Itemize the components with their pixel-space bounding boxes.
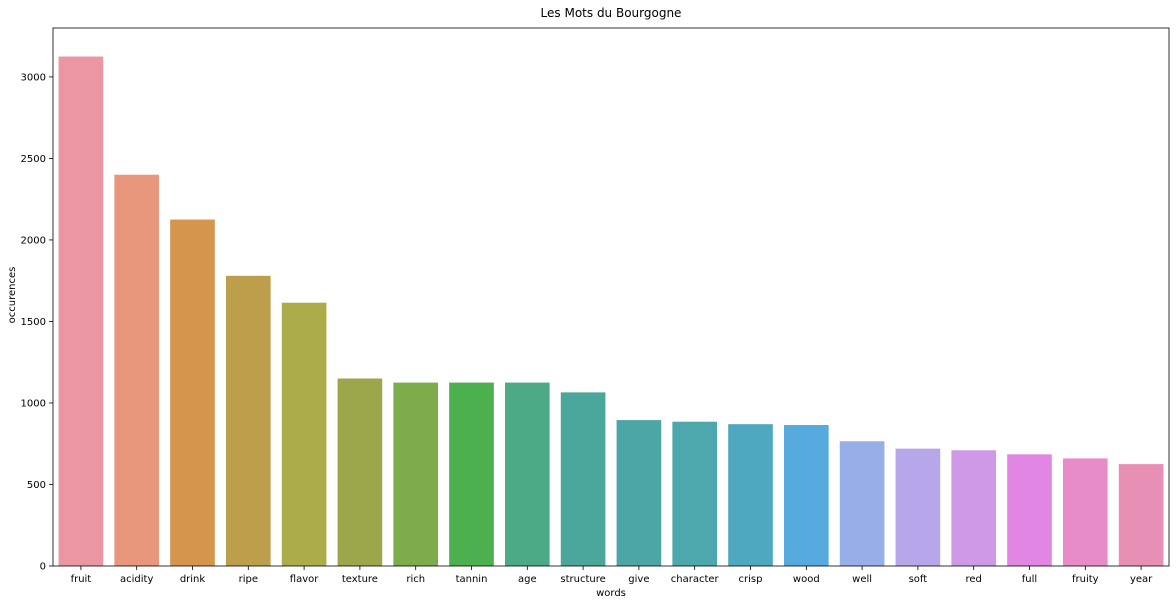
x-tick-label: structure <box>560 574 605 585</box>
y-tick-label: 1000 <box>21 398 46 409</box>
x-tick-label: soft <box>909 574 928 585</box>
bar-red <box>951 450 997 566</box>
bar-structure <box>560 392 606 566</box>
x-tick-label: age <box>518 574 537 585</box>
x-tick-label: tannin <box>456 574 488 585</box>
x-tick-label: fruit <box>71 574 92 585</box>
x-tick-label: texture <box>342 574 378 585</box>
y-tick-label: 500 <box>27 480 46 491</box>
bar-fruit <box>58 56 104 566</box>
bar-full <box>1007 454 1052 566</box>
bar-texture <box>337 378 383 566</box>
x-tick-label: rich <box>406 574 425 585</box>
bar-ripe <box>225 275 271 566</box>
bar-acidity <box>114 174 160 566</box>
y-tick-label: 2000 <box>21 235 46 246</box>
chart-title: Les Mots du Bourgogne <box>541 6 682 20</box>
y-tick-label: 2500 <box>21 154 46 165</box>
bar-flavor <box>281 302 327 566</box>
bar-tannin <box>449 382 494 566</box>
x-tick-label: year <box>1130 574 1153 585</box>
x-tick-label: character <box>671 574 720 585</box>
bars-group <box>58 56 1164 566</box>
x-tick-label: drink <box>180 574 206 585</box>
x-tick-label: well <box>852 574 872 585</box>
bar-well <box>839 441 885 566</box>
bar-give <box>616 420 662 566</box>
y-axis-label: occurences <box>7 267 18 324</box>
x-tick-label: flavor <box>290 574 319 585</box>
y-tick-label: 3000 <box>21 72 46 83</box>
bar-rich <box>393 382 439 566</box>
bar-crisp <box>728 424 773 566</box>
x-axis-label: words <box>596 588 626 599</box>
y-tick-label: 0 <box>40 562 46 573</box>
y-axis: 0 500 1000 1500 2000 2500 3000 <box>21 72 53 573</box>
bar-character <box>672 421 718 566</box>
x-tick-label: wood <box>793 574 820 585</box>
plot-frame <box>52 27 1170 567</box>
y-tick-label: 1500 <box>21 317 46 328</box>
x-axis: fruit acidity drink ripe flavor texture rich ta… <box>71 566 1153 585</box>
x-tick-label: crisp <box>739 574 763 585</box>
x-tick-label: acidity <box>120 574 153 585</box>
x-tick-label: full <box>1022 574 1037 585</box>
bar-fruity <box>1062 458 1108 566</box>
bar-wood <box>783 424 829 566</box>
x-tick-label: red <box>965 574 981 585</box>
x-tick-label: give <box>628 574 649 585</box>
x-tick-label: ripe <box>239 574 258 585</box>
bar-soft <box>895 448 941 566</box>
bar-age <box>504 382 550 566</box>
bar-year <box>1118 464 1164 566</box>
x-tick-label: fruity <box>1072 574 1099 585</box>
bar-drink <box>170 219 215 566</box>
